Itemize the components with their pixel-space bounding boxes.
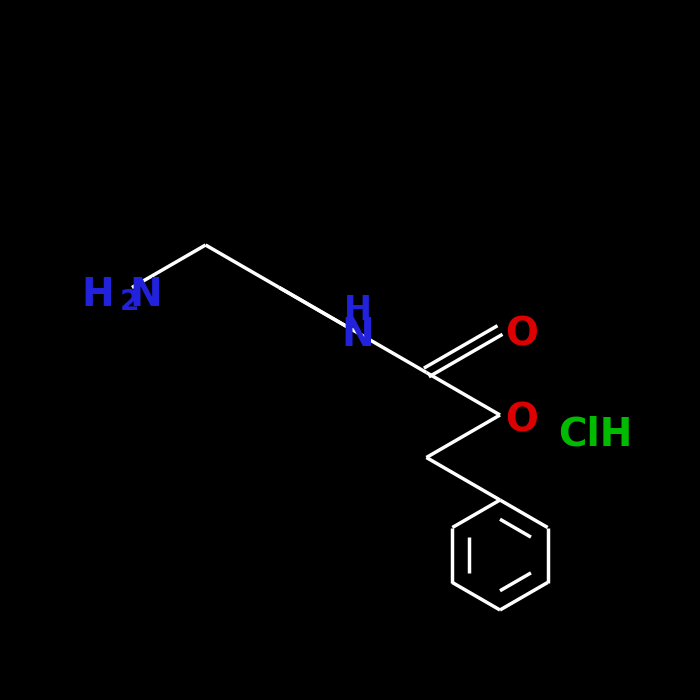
- Text: H: H: [81, 276, 114, 314]
- Text: ClH: ClH: [558, 416, 632, 454]
- Text: H: H: [344, 293, 372, 326]
- Text: N: N: [130, 276, 162, 314]
- Text: O: O: [505, 316, 538, 354]
- Text: O: O: [505, 401, 538, 439]
- Text: 2: 2: [119, 288, 139, 316]
- Text: N: N: [342, 316, 374, 354]
